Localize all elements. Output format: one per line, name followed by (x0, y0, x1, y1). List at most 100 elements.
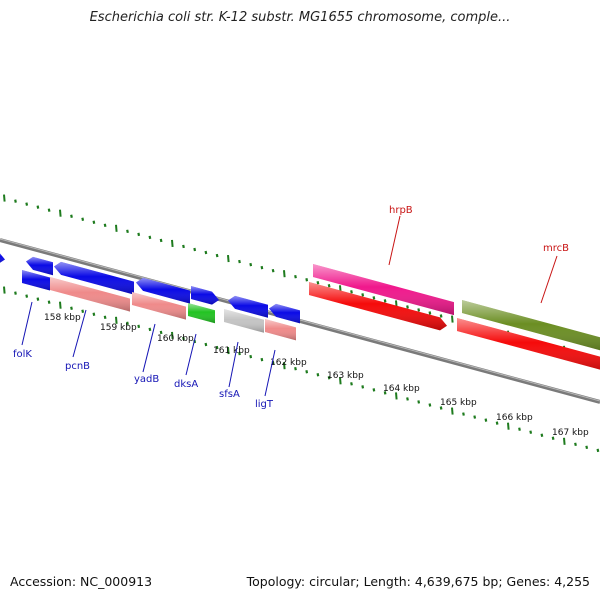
outer-tick (81, 217, 85, 221)
outer-tick (47, 208, 51, 212)
kbp-label: 162 kbp (270, 358, 307, 368)
gene-block-shading (265, 319, 296, 341)
gene-arrow-shading (0, 253, 5, 263)
inner-tick (3, 286, 6, 294)
kbp-label: 161 kbp (213, 346, 250, 356)
inner-tick (406, 397, 409, 401)
gene-labels: folK pcnB yadB dksA sfsA ligT hrpB mrcB (13, 205, 569, 410)
inner-tick (383, 391, 387, 395)
outer-tick (294, 274, 297, 279)
kbp-label: 163 kbp (327, 371, 364, 381)
outer-tick (115, 224, 118, 232)
gene-label-pcnB: pcnB (65, 361, 90, 372)
inner-tick-ring (3, 286, 600, 453)
gene-label-mrcB: mrcB (543, 243, 569, 254)
outer-tick (193, 247, 197, 252)
outer-tick (70, 214, 73, 218)
kbp-label: 165 kbp (440, 398, 477, 408)
outer-tick (361, 293, 365, 297)
gene-label-ligT: ligT (255, 399, 274, 410)
kbp-label: 164 kbp (383, 384, 420, 394)
outer-tick (182, 244, 185, 249)
outer-tick (171, 239, 174, 248)
outer-tick (451, 315, 454, 323)
kbp-label: 167 kbp (552, 428, 589, 438)
leader-line (388, 215, 401, 266)
gene-block-shading (50, 277, 130, 312)
inner-tick (563, 437, 566, 445)
inner-tick (473, 415, 477, 419)
outer-tick (92, 220, 96, 224)
inner-tick (484, 418, 488, 422)
gene-label-folK: folK (13, 349, 32, 360)
kbp-label: 159 kbp (100, 323, 137, 333)
inner-tick (92, 312, 96, 316)
gene-arrow-shading (191, 286, 219, 305)
inner-tick (159, 330, 163, 335)
outer-tick (204, 250, 208, 255)
inner-tick (103, 315, 107, 320)
leader-line (72, 309, 87, 358)
inner-tick (115, 316, 118, 324)
inner-tick (137, 324, 141, 329)
outer-tick (3, 194, 6, 202)
inner-tick (316, 373, 320, 377)
inner-tick (495, 421, 499, 425)
gene-block-shading (462, 300, 600, 351)
inner-tick (171, 331, 174, 340)
gene-label-yadB: yadB (134, 374, 159, 385)
inner-tick (70, 306, 73, 310)
kbp-label: 160 kbp (157, 334, 194, 344)
gene-label-dksA: dksA (174, 379, 198, 390)
map-title: Escherichia coli str. K-12 substr. MG165… (89, 10, 511, 25)
inner-tick (227, 346, 230, 355)
leader-line (185, 333, 197, 376)
outer-tick (350, 290, 353, 294)
inner-tick (529, 430, 533, 434)
outer-tick (36, 205, 40, 209)
inner-tick (305, 370, 309, 374)
outer-tick (25, 202, 29, 206)
outer-tick (305, 278, 309, 282)
inner-tick (339, 377, 342, 385)
gene-arrow-shading (54, 261, 134, 295)
inner-tick (596, 448, 600, 453)
inner-tick (451, 407, 454, 415)
inner-tick (462, 412, 465, 416)
gene-arrow-shading (26, 256, 53, 276)
gene-label-sfsA: sfsA (219, 389, 240, 400)
gene-label-hrpB: hrpB (389, 205, 413, 216)
outer-tick (406, 305, 409, 309)
kbp-scale-labels: 158 kbp 159 kbp 160 kbp 161 kbp 162 kbp 163 k… (44, 313, 589, 438)
outer-tick (215, 253, 219, 258)
inner-tick (283, 362, 286, 370)
leader-line (540, 255, 558, 304)
topology-summary: Topology: circular; Length: 4,639,675 bp… (246, 574, 590, 589)
outer-tick (249, 262, 253, 267)
inner-tick (540, 433, 544, 437)
outer-tick (227, 254, 230, 263)
inner-tick (47, 300, 51, 304)
outer-tick (260, 265, 264, 270)
inner-tick (395, 392, 398, 400)
inner-tick (327, 376, 331, 380)
inner-tick (350, 382, 353, 386)
inner-tick (372, 388, 376, 392)
outer-tick (137, 232, 141, 237)
inner-tick (25, 294, 29, 298)
kbp-label: 158 kbp (44, 313, 81, 323)
inner-tick (81, 309, 85, 313)
gene-block-shading (313, 264, 454, 316)
outer-tick (59, 209, 62, 217)
outer-tick (148, 235, 152, 240)
outer-tick (316, 281, 320, 285)
gene-block-shading (22, 270, 50, 291)
inner-tick (204, 342, 208, 347)
outer-tick (126, 229, 129, 234)
inner-tick (574, 442, 577, 447)
inner-tick (148, 327, 152, 332)
inner-tick (182, 336, 185, 341)
gene-block-shading (132, 292, 186, 320)
kbp-label: 166 kbp (496, 413, 533, 423)
